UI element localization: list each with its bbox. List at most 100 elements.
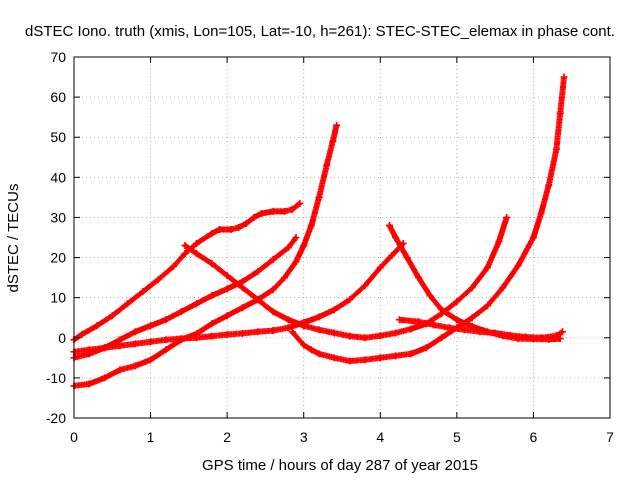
data-point xyxy=(85,346,93,354)
data-point xyxy=(296,199,304,207)
data-point xyxy=(284,244,292,252)
plot-frame xyxy=(73,56,611,419)
data-point xyxy=(506,331,514,339)
data-point xyxy=(559,328,567,336)
data-point xyxy=(415,318,423,326)
data-point xyxy=(116,366,124,374)
data-point xyxy=(223,331,231,339)
data-point xyxy=(388,252,396,260)
data-point xyxy=(116,336,124,344)
data-point xyxy=(238,304,246,312)
data-point xyxy=(177,335,185,343)
data-point xyxy=(227,225,235,233)
data-point xyxy=(78,331,86,339)
chart-title: dSTEC Iono. truth (xmis, Lon=105, Lat=-1… xyxy=(25,23,615,40)
data-point xyxy=(361,334,369,342)
data-point xyxy=(514,262,522,270)
data-point xyxy=(292,234,300,241)
data-point xyxy=(556,109,564,117)
data-point xyxy=(315,193,323,201)
data-point xyxy=(376,354,384,362)
y-tick-label: 10 xyxy=(50,290,66,306)
data-point xyxy=(269,207,277,215)
data-point xyxy=(162,316,170,324)
data-series-6 xyxy=(288,73,568,365)
data-point xyxy=(177,308,185,316)
data-point xyxy=(238,329,246,337)
data-point xyxy=(288,328,296,336)
data-point xyxy=(495,238,503,246)
data-point xyxy=(162,346,170,354)
data-point xyxy=(560,73,568,81)
data-point xyxy=(392,234,400,241)
data-point xyxy=(307,346,315,354)
data-point xyxy=(438,334,446,342)
data-point xyxy=(223,272,231,280)
data-point xyxy=(242,219,250,227)
data-point xyxy=(147,322,155,330)
data-point xyxy=(453,298,461,306)
data-point xyxy=(529,234,537,241)
data-point xyxy=(552,145,560,153)
data-point xyxy=(131,328,139,336)
x-axis-label: GPS time / hours of day 287 of year 2015 xyxy=(202,457,478,474)
data-point xyxy=(376,332,384,340)
data-point xyxy=(181,242,189,250)
data-point xyxy=(329,137,337,145)
y-tick-label: 20 xyxy=(50,250,66,266)
data-point xyxy=(468,314,476,322)
x-tick-label: 6 xyxy=(530,429,538,445)
data-point xyxy=(330,306,338,314)
data-point xyxy=(438,306,446,314)
data-point xyxy=(208,332,216,340)
x-tick-label: 3 xyxy=(300,429,308,445)
data-point xyxy=(333,121,341,129)
data-series-5 xyxy=(181,213,511,342)
data-point xyxy=(85,380,93,388)
x-tick-label: 2 xyxy=(223,429,231,445)
data-point xyxy=(116,342,124,350)
data-point xyxy=(269,256,277,264)
data-point xyxy=(254,328,262,336)
data-point xyxy=(208,292,216,300)
data-point xyxy=(415,274,423,282)
x-tick-label: 4 xyxy=(376,429,384,445)
data-point xyxy=(258,209,266,217)
data-point xyxy=(147,356,155,364)
y-tick-label: 50 xyxy=(50,129,66,145)
data-series-1 xyxy=(70,199,304,344)
data-point xyxy=(238,284,246,292)
data-point xyxy=(269,308,277,316)
data-point xyxy=(131,340,139,348)
y-axis-label: dSTEC / TECUs xyxy=(5,184,22,293)
data-point xyxy=(315,313,323,321)
data-point xyxy=(292,258,300,266)
data-point xyxy=(154,276,162,284)
data-point xyxy=(483,302,491,310)
data-point xyxy=(93,322,101,330)
data-point xyxy=(254,268,262,276)
data-point xyxy=(330,354,338,362)
data-point xyxy=(284,316,292,324)
data-point xyxy=(147,338,155,346)
data-point xyxy=(300,322,308,330)
data-point xyxy=(430,321,438,329)
data-point xyxy=(426,292,434,300)
data-point xyxy=(392,329,400,337)
data-series-8 xyxy=(395,316,567,342)
data-point xyxy=(323,161,331,169)
x-tick-label: 1 xyxy=(147,429,155,445)
data-point xyxy=(269,286,277,294)
y-tick-label: 40 xyxy=(50,169,66,185)
data-point xyxy=(281,274,289,282)
data-point xyxy=(499,284,507,292)
data-point xyxy=(537,209,545,217)
data-point xyxy=(193,334,201,342)
y-tick-label: -10 xyxy=(46,370,66,386)
data-point xyxy=(453,316,461,324)
data-point xyxy=(208,260,216,268)
data-point xyxy=(445,324,453,332)
data-point xyxy=(422,344,430,352)
data-point xyxy=(193,300,201,308)
